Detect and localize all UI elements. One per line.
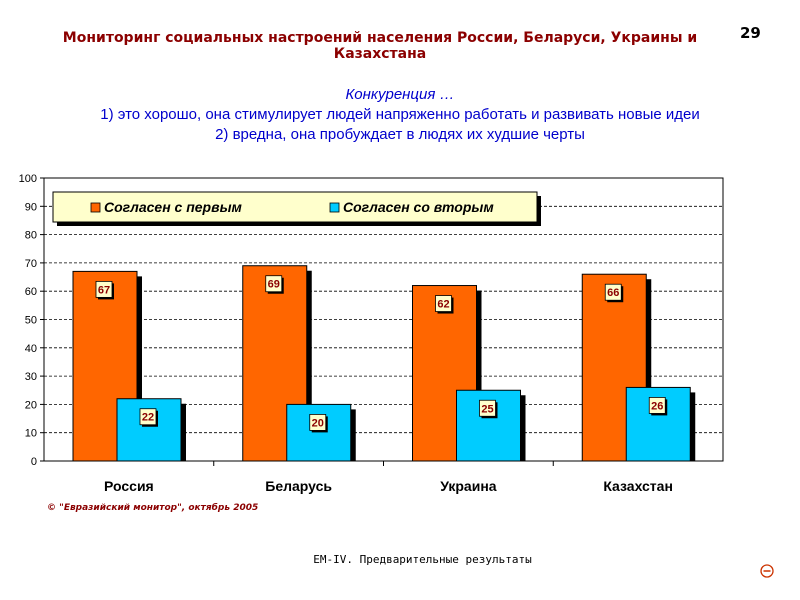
data-label-box [95, 280, 113, 298]
page-header-title: Мониторинг социальных настроений населен… [62, 30, 698, 62]
y-tick-label: 50 [25, 315, 37, 327]
question-title: Конкуренция … [345, 86, 455, 103]
y-tick-label: 90 [25, 201, 37, 213]
legend-label: Согласен со вторым [343, 199, 494, 215]
x-tick-label: Беларусь [265, 478, 332, 494]
y-tick-label: 100 [19, 173, 37, 185]
question-option-1: 1) это хорошо, она стимулирует людей нап… [100, 106, 700, 123]
data-label: 69 [268, 279, 280, 291]
data-label-box [265, 275, 283, 293]
chart-legend: Согласен с первым Согласен со вторым [52, 191, 541, 226]
x-tick-label: Россия [104, 478, 154, 494]
y-tick-label: 40 [25, 343, 37, 355]
y-tick-label: 60 [25, 286, 37, 298]
chart-bars: 67 22 69 20 62 25 66 26 [72, 265, 696, 462]
data-label-box [648, 397, 666, 414]
y-tick-label: 80 [25, 230, 37, 242]
data-label: 66 [607, 287, 619, 299]
data-label-box [309, 413, 327, 431]
data-label-box [139, 408, 157, 426]
copyright-note: © "Евразийский монитор", октябрь 2005 [47, 503, 259, 513]
bar [286, 403, 352, 462]
legend-box [52, 191, 538, 223]
bar [116, 398, 182, 462]
data-label: 22 [142, 412, 154, 424]
legend-swatch [90, 202, 101, 213]
y-tick-label: 0 [31, 456, 37, 468]
chart-axes: 0 10 20 30 40 50 60 70 80 90 100 Россия Беларусь Укра… [19, 173, 724, 494]
data-label-box [479, 399, 496, 417]
question-option-2: 2) вредна, она пробуждает в людях их худ… [215, 126, 585, 143]
x-tick-label: Казахстан [603, 478, 673, 494]
data-label: 62 [437, 299, 449, 311]
legend-label: Согласен с первым [104, 199, 243, 215]
y-tick-label: 70 [25, 258, 37, 270]
data-label: 26 [651, 400, 663, 412]
x-tick-label: Украина [440, 478, 497, 494]
y-tick-label: 20 [25, 399, 37, 411]
data-label: 25 [481, 403, 493, 415]
y-tick-label: 30 [25, 371, 37, 383]
data-label: 20 [312, 417, 324, 429]
minus-circle-icon[interactable] [760, 564, 774, 578]
data-label: 67 [98, 284, 110, 296]
page-number: 29 [740, 24, 761, 42]
footer-note: EM-IV. Предварительные результаты [313, 553, 532, 566]
legend-swatch [329, 202, 340, 213]
y-tick-label: 10 [25, 428, 37, 440]
data-label-box [435, 295, 452, 312]
data-label-box [604, 283, 622, 301]
